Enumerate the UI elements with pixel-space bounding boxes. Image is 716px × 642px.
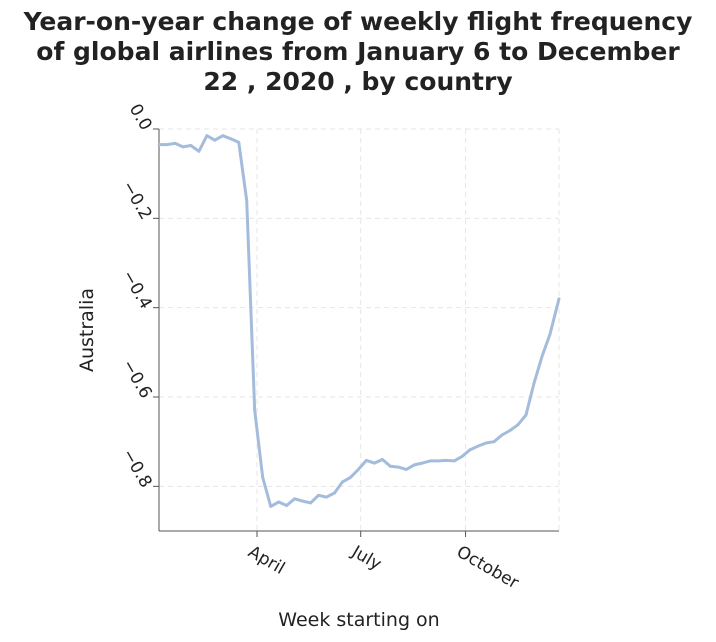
data-point-0-17 <box>293 497 297 501</box>
data-point-0-4 <box>189 144 193 147</box>
y-tick-label-1: −0.2 <box>118 178 156 224</box>
data-point-0-10 <box>237 141 241 144</box>
data-point-0-40 <box>476 444 480 448</box>
data-point-0-31 <box>404 467 408 471</box>
data-point-0-0 <box>157 143 161 147</box>
chart-title-line-3: 22 , 2020 , by country <box>203 67 512 96</box>
data-point-0-35 <box>436 459 440 463</box>
data-point-0-39 <box>468 448 472 452</box>
x-axis-label: Week starting on <box>278 609 439 631</box>
data-point-0-36 <box>444 459 448 462</box>
data-point-0-45 <box>516 423 520 427</box>
data-point-0-30 <box>396 465 400 469</box>
y-tick-label-4: −0.8 <box>118 446 156 492</box>
data-point-0-46 <box>524 413 528 417</box>
series <box>157 134 561 508</box>
data-point-0-24 <box>349 476 352 479</box>
x-tick-label-2: October <box>453 542 522 593</box>
data-point-0-12 <box>253 409 257 412</box>
data-point-0-16 <box>285 504 289 507</box>
y-axis-label: Australia <box>76 288 98 372</box>
data-point-0-13 <box>261 476 265 479</box>
data-point-0-1 <box>165 143 169 147</box>
data-point-0-50 <box>557 297 561 301</box>
data-point-0-27 <box>372 461 376 465</box>
data-point-0-48 <box>540 355 544 359</box>
x-tick-label-0: April <box>245 542 289 579</box>
chart-title-line-2: of global airlines from January 6 to Dec… <box>36 37 680 66</box>
y-tick-label-0: 0.0 <box>125 101 156 134</box>
data-point-0-23 <box>341 480 344 484</box>
data-point-0-20 <box>317 493 320 497</box>
data-point-0-9 <box>229 137 233 141</box>
data-point-0-33 <box>420 461 424 465</box>
data-point-0-11 <box>245 199 249 202</box>
data-point-0-25 <box>357 467 360 471</box>
data-point-0-8 <box>221 134 225 138</box>
ticks: 0.0 −0.2 −0.4 −0.6 −0.8 April July October <box>118 101 522 594</box>
data-point-0-6 <box>205 134 209 138</box>
data-point-0-14 <box>269 505 273 508</box>
data-point-0-18 <box>301 499 304 503</box>
chart-title-line-1: Year-on-year change of weekly flight fre… <box>23 7 693 36</box>
data-point-0-15 <box>277 500 281 504</box>
data-point-0-5 <box>197 149 201 153</box>
data-point-0-3 <box>181 145 185 149</box>
y-tick-label-2: −0.4 <box>118 267 156 313</box>
data-point-0-7 <box>213 138 217 142</box>
data-point-0-29 <box>388 464 392 468</box>
data-point-0-41 <box>484 441 488 445</box>
series-line-0 <box>159 134 561 508</box>
grid <box>159 128 560 531</box>
data-point-0-34 <box>428 459 432 463</box>
data-point-0-32 <box>412 463 416 467</box>
x-tick-label-1: July <box>347 542 384 575</box>
data-point-0-26 <box>365 459 368 462</box>
data-point-0-49 <box>548 333 552 336</box>
data-point-0-19 <box>309 501 312 505</box>
data-point-0-2 <box>173 141 177 145</box>
data-point-0-44 <box>508 429 512 432</box>
data-point-0-42 <box>492 440 496 444</box>
data-point-0-37 <box>452 459 456 463</box>
data-point-0-47 <box>532 382 536 385</box>
data-point-0-21 <box>325 495 328 499</box>
data-point-0-38 <box>460 455 464 458</box>
data-point-0-43 <box>500 433 504 437</box>
y-tick-label-3: −0.6 <box>118 356 156 402</box>
data-point-0-22 <box>333 491 336 495</box>
data-point-0-28 <box>380 458 384 461</box>
